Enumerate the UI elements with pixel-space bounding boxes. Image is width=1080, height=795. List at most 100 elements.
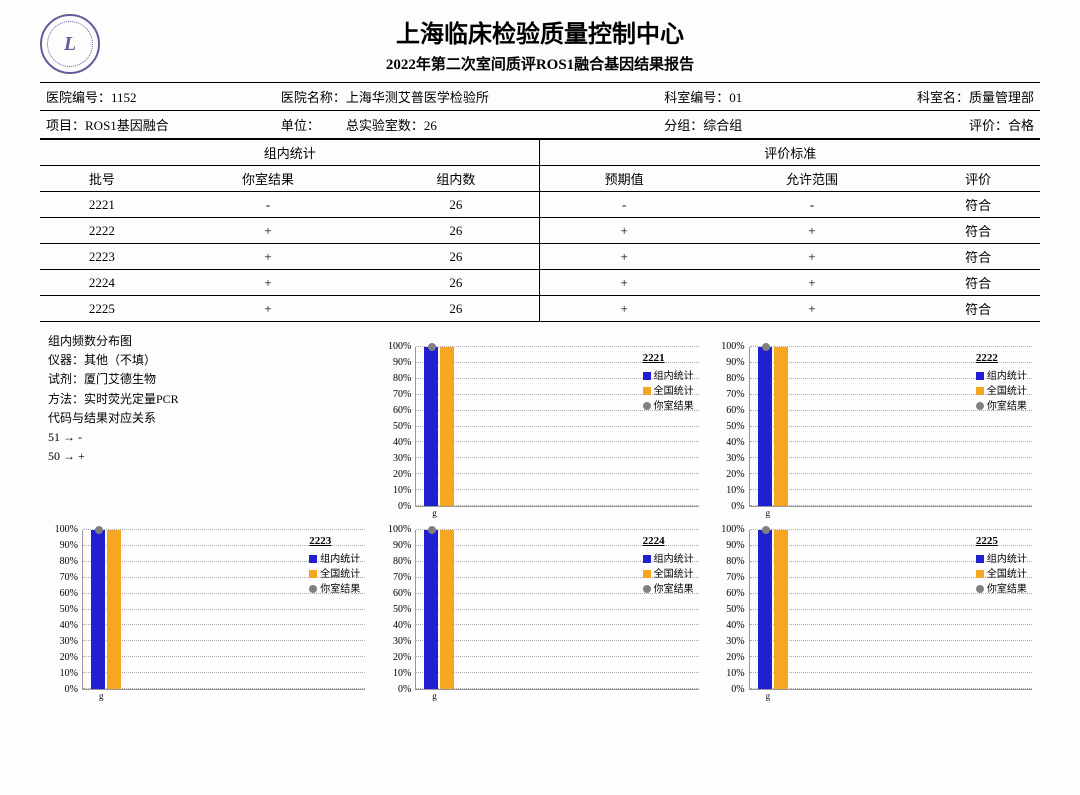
grid-line: [750, 529, 1032, 530]
grid-line: [416, 624, 698, 625]
frequency-chart: 100%90%80%70%60%50%40%30%20%10%0%g2223组内…: [48, 515, 365, 690]
unit-label: 单位：: [281, 118, 320, 133]
hosp-code-label: 医院编号：: [46, 90, 111, 105]
info-block: 组内频数分布图 仪器：其他（不填） 试剂：厦门艾德生物 方法：实时荧光定量PCR…: [40, 328, 373, 511]
col-expected: 预期值: [540, 166, 708, 192]
legend-item: 全国统计: [309, 567, 369, 582]
legend-swatch: [309, 585, 317, 593]
chart-cell: 100%90%80%70%60%50%40%30%20%10%0%g2225组内…: [707, 511, 1040, 694]
grid-line: [416, 346, 698, 347]
legend-item: 组内统计: [643, 552, 703, 567]
total-lab-label: 总实验室数：: [346, 118, 424, 133]
table-cell: 26: [372, 192, 540, 218]
table-cell: +: [540, 244, 708, 270]
table-cell: +: [164, 218, 372, 244]
legend-label: 组内统计: [654, 552, 694, 567]
legend-item: 你室结果: [976, 582, 1036, 597]
y-axis: 100%90%80%70%60%50%40%30%20%10%0%: [381, 530, 415, 690]
legend-label: 全国统计: [987, 384, 1027, 399]
your-result-marker: [428, 526, 436, 534]
legend-swatch: [976, 555, 984, 563]
bar-series-1: [758, 347, 772, 506]
grid-line: [416, 505, 698, 506]
info-line: 试剂：厦门艾德生物: [48, 370, 365, 389]
bars: [424, 530, 454, 689]
legend-label: 你室结果: [654, 582, 694, 597]
info-line: 仪器：其他（不填）: [48, 351, 365, 370]
eval-label: 评价：: [969, 118, 1008, 133]
table-cell: 2224: [40, 270, 164, 296]
table-cell: +: [540, 296, 708, 322]
bars: [424, 347, 454, 506]
y-axis: 100%90%80%70%60%50%40%30%20%10%0%: [48, 530, 82, 690]
report-header: L 上海临床检验质量控制中心 2022年第二次室间质评ROS1融合基因结果报告: [40, 14, 1040, 74]
bar-series-1: [424, 530, 438, 689]
legend-label: 你室结果: [987, 582, 1027, 597]
legend-label: 组内统计: [987, 552, 1027, 567]
hosp-name: 上海华测艾普医学检验所: [346, 90, 489, 105]
table-cell: 26: [372, 218, 540, 244]
legend-swatch: [643, 570, 651, 578]
bar-series-2: [107, 530, 121, 689]
legend-item: 组内统计: [643, 369, 703, 384]
your-result-marker: [95, 526, 103, 534]
chart-legend: 2224组内统计全国统计你室结果: [643, 533, 703, 597]
col-allowed: 允许范围: [708, 166, 916, 192]
legend-swatch: [976, 570, 984, 578]
x-label: g: [432, 691, 437, 701]
grid-line: [83, 640, 365, 641]
eval: 合格: [1008, 118, 1034, 133]
chart-legend: 2223组内统计全国统计你室结果: [309, 533, 369, 597]
legend-label: 组内统计: [654, 369, 694, 384]
chart-legend: 2225组内统计全国统计你室结果: [976, 533, 1036, 597]
grid-line: [83, 624, 365, 625]
grid-line: [416, 672, 698, 673]
legend-title: 2221: [643, 350, 703, 367]
legend-label: 你室结果: [320, 582, 360, 597]
bar-series-2: [440, 530, 454, 689]
column-header-row: 批号 你室结果 组内数 预期值 允许范围 评价: [40, 166, 1040, 192]
table-row: 2225+26++符合: [40, 296, 1040, 322]
bar-series-2: [774, 347, 788, 506]
grid-line: [416, 473, 698, 474]
legend-swatch: [309, 570, 317, 578]
col-in-group: 组内数: [372, 166, 540, 192]
bars: [91, 530, 121, 689]
logo-icon: L: [47, 21, 93, 67]
grid-line: [416, 688, 698, 689]
grid-line: [750, 505, 1032, 506]
legend-swatch: [309, 555, 317, 563]
legend-label: 全国统计: [654, 384, 694, 399]
chart-cell: 100%90%80%70%60%50%40%30%20%10%0%g2224组内…: [373, 511, 706, 694]
table-cell: -: [164, 192, 372, 218]
table-cell: 2222: [40, 218, 164, 244]
info-row-1: 医院编号：1152 医院名称：上海华测艾普医学检验所 科室编号：01 科室名：质…: [40, 83, 1040, 111]
grid-line: [416, 441, 698, 442]
group-header-row: 组内统计 评价标准: [40, 140, 1040, 166]
chart-cell: 100%90%80%70%60%50%40%30%20%10%0%g2223组内…: [40, 511, 373, 694]
frequency-chart: 100%90%80%70%60%50%40%30%20%10%0%g2224组内…: [381, 515, 698, 690]
table-cell: 26: [372, 296, 540, 322]
legend-item: 全国统计: [643, 384, 703, 399]
legend-title: 2225: [976, 533, 1036, 550]
grid-line: [750, 609, 1032, 610]
grid-line: [750, 441, 1032, 442]
table-cell: +: [164, 270, 372, 296]
your-result-marker: [428, 343, 436, 351]
grid-line: [83, 609, 365, 610]
table-cell: 符合: [916, 192, 1040, 218]
legend-swatch: [643, 387, 651, 395]
chart-cell: 100%90%80%70%60%50%40%30%20%10%0%g2221组内…: [373, 328, 706, 511]
grid-line: [83, 656, 365, 657]
table-row: 2224+26++符合: [40, 270, 1040, 296]
legend-label: 全国统计: [654, 567, 694, 582]
grid-line: [750, 656, 1032, 657]
grid-line: [750, 473, 1032, 474]
table-cell: 2221: [40, 192, 164, 218]
grid-line: [416, 529, 698, 530]
grid-line: [416, 457, 698, 458]
info-line: 51 → -: [48, 428, 365, 447]
table-cell: +: [708, 296, 916, 322]
table-cell: +: [708, 270, 916, 296]
table-cell: +: [164, 244, 372, 270]
